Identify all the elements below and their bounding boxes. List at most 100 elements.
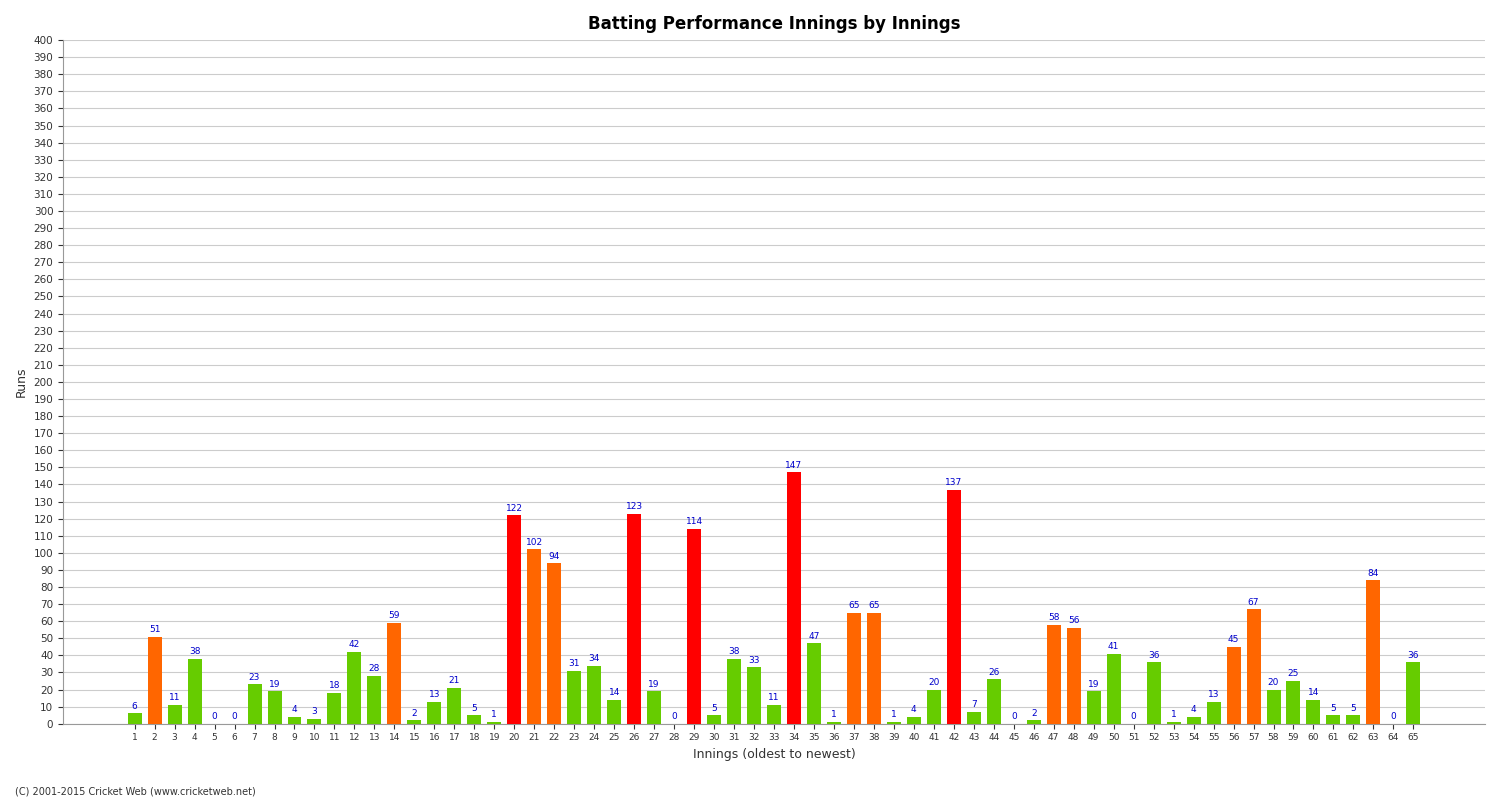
Bar xyxy=(586,666,602,724)
Bar xyxy=(968,712,981,724)
Bar xyxy=(1306,700,1320,724)
Text: 36: 36 xyxy=(1407,650,1419,660)
Bar xyxy=(706,715,722,724)
Text: 20: 20 xyxy=(928,678,939,687)
Text: 51: 51 xyxy=(148,625,160,634)
Bar xyxy=(627,514,640,724)
Text: 0: 0 xyxy=(1011,712,1017,721)
Text: 23: 23 xyxy=(249,673,259,682)
Bar xyxy=(188,658,201,724)
Text: 2: 2 xyxy=(1030,709,1036,718)
Text: 38: 38 xyxy=(189,647,201,656)
Text: 45: 45 xyxy=(1228,635,1239,644)
Bar xyxy=(488,722,501,724)
Text: 56: 56 xyxy=(1068,617,1080,626)
Bar xyxy=(1047,625,1060,724)
Text: 21: 21 xyxy=(448,676,460,686)
Text: 65: 65 xyxy=(868,601,879,610)
Title: Batting Performance Innings by Innings: Batting Performance Innings by Innings xyxy=(588,15,960,33)
Bar xyxy=(867,613,880,724)
Text: 33: 33 xyxy=(748,656,760,665)
Bar xyxy=(766,705,782,724)
Bar xyxy=(288,717,302,724)
Bar xyxy=(807,643,820,724)
Text: 0: 0 xyxy=(1131,712,1137,721)
Text: 42: 42 xyxy=(350,640,360,650)
Text: 34: 34 xyxy=(588,654,600,663)
Text: 122: 122 xyxy=(506,504,524,513)
Bar xyxy=(946,490,962,724)
Bar xyxy=(528,550,542,724)
Text: 0: 0 xyxy=(670,712,676,721)
Bar xyxy=(567,670,580,724)
Bar xyxy=(1186,717,1200,724)
Text: 36: 36 xyxy=(1148,650,1160,660)
Text: 123: 123 xyxy=(626,502,642,511)
Bar xyxy=(1246,610,1260,724)
Bar xyxy=(1347,715,1360,724)
Bar xyxy=(447,688,462,724)
Text: 5: 5 xyxy=(711,704,717,713)
Bar xyxy=(1107,654,1120,724)
Text: 147: 147 xyxy=(786,461,802,470)
Bar xyxy=(1287,681,1300,724)
Text: 47: 47 xyxy=(808,632,819,641)
Bar xyxy=(987,679,1000,724)
Bar xyxy=(408,720,422,724)
Text: 1: 1 xyxy=(831,710,837,719)
Text: 28: 28 xyxy=(369,664,380,674)
Bar xyxy=(1066,628,1080,724)
Bar xyxy=(168,705,182,724)
Bar xyxy=(468,715,482,724)
Text: 4: 4 xyxy=(1191,706,1197,714)
Bar xyxy=(548,563,561,724)
Text: 11: 11 xyxy=(170,694,180,702)
Text: 0: 0 xyxy=(211,712,217,721)
Text: 7: 7 xyxy=(970,700,976,709)
Bar xyxy=(1366,580,1380,724)
Text: 4: 4 xyxy=(291,706,297,714)
Text: 58: 58 xyxy=(1048,613,1059,622)
Text: 6: 6 xyxy=(132,702,138,711)
Text: 13: 13 xyxy=(429,690,439,699)
Text: 94: 94 xyxy=(549,551,560,561)
Bar xyxy=(687,529,700,724)
Bar xyxy=(908,717,921,724)
Text: 14: 14 xyxy=(609,688,619,698)
Bar xyxy=(1266,690,1281,724)
Bar xyxy=(847,613,861,724)
Bar xyxy=(327,693,342,724)
Bar xyxy=(1407,662,1420,724)
Bar xyxy=(747,667,760,724)
Text: 2: 2 xyxy=(411,709,417,718)
Bar xyxy=(827,722,842,724)
X-axis label: Innings (oldest to newest): Innings (oldest to newest) xyxy=(693,748,855,761)
Bar xyxy=(788,473,801,724)
Bar xyxy=(507,515,522,724)
Bar xyxy=(728,658,741,724)
Bar xyxy=(608,700,621,724)
Text: 3: 3 xyxy=(312,707,318,716)
Bar xyxy=(1167,722,1180,724)
Bar xyxy=(1146,662,1161,724)
Text: 20: 20 xyxy=(1268,678,1280,687)
Text: 19: 19 xyxy=(648,680,660,689)
Bar xyxy=(1206,702,1221,724)
Text: 38: 38 xyxy=(729,647,740,656)
Text: 13: 13 xyxy=(1208,690,1219,699)
Text: 4: 4 xyxy=(910,706,916,714)
Text: 1: 1 xyxy=(492,710,496,719)
Y-axis label: Runs: Runs xyxy=(15,366,28,397)
Bar xyxy=(427,702,441,724)
Text: 137: 137 xyxy=(945,478,963,487)
Bar xyxy=(348,652,361,724)
Text: 25: 25 xyxy=(1288,670,1299,678)
Bar xyxy=(927,690,940,724)
Text: 1: 1 xyxy=(1170,710,1176,719)
Text: 1: 1 xyxy=(891,710,897,719)
Text: 14: 14 xyxy=(1308,688,1318,698)
Text: 5: 5 xyxy=(1330,704,1336,713)
Bar xyxy=(1086,691,1101,724)
Bar xyxy=(308,718,321,724)
Text: 31: 31 xyxy=(568,659,580,668)
